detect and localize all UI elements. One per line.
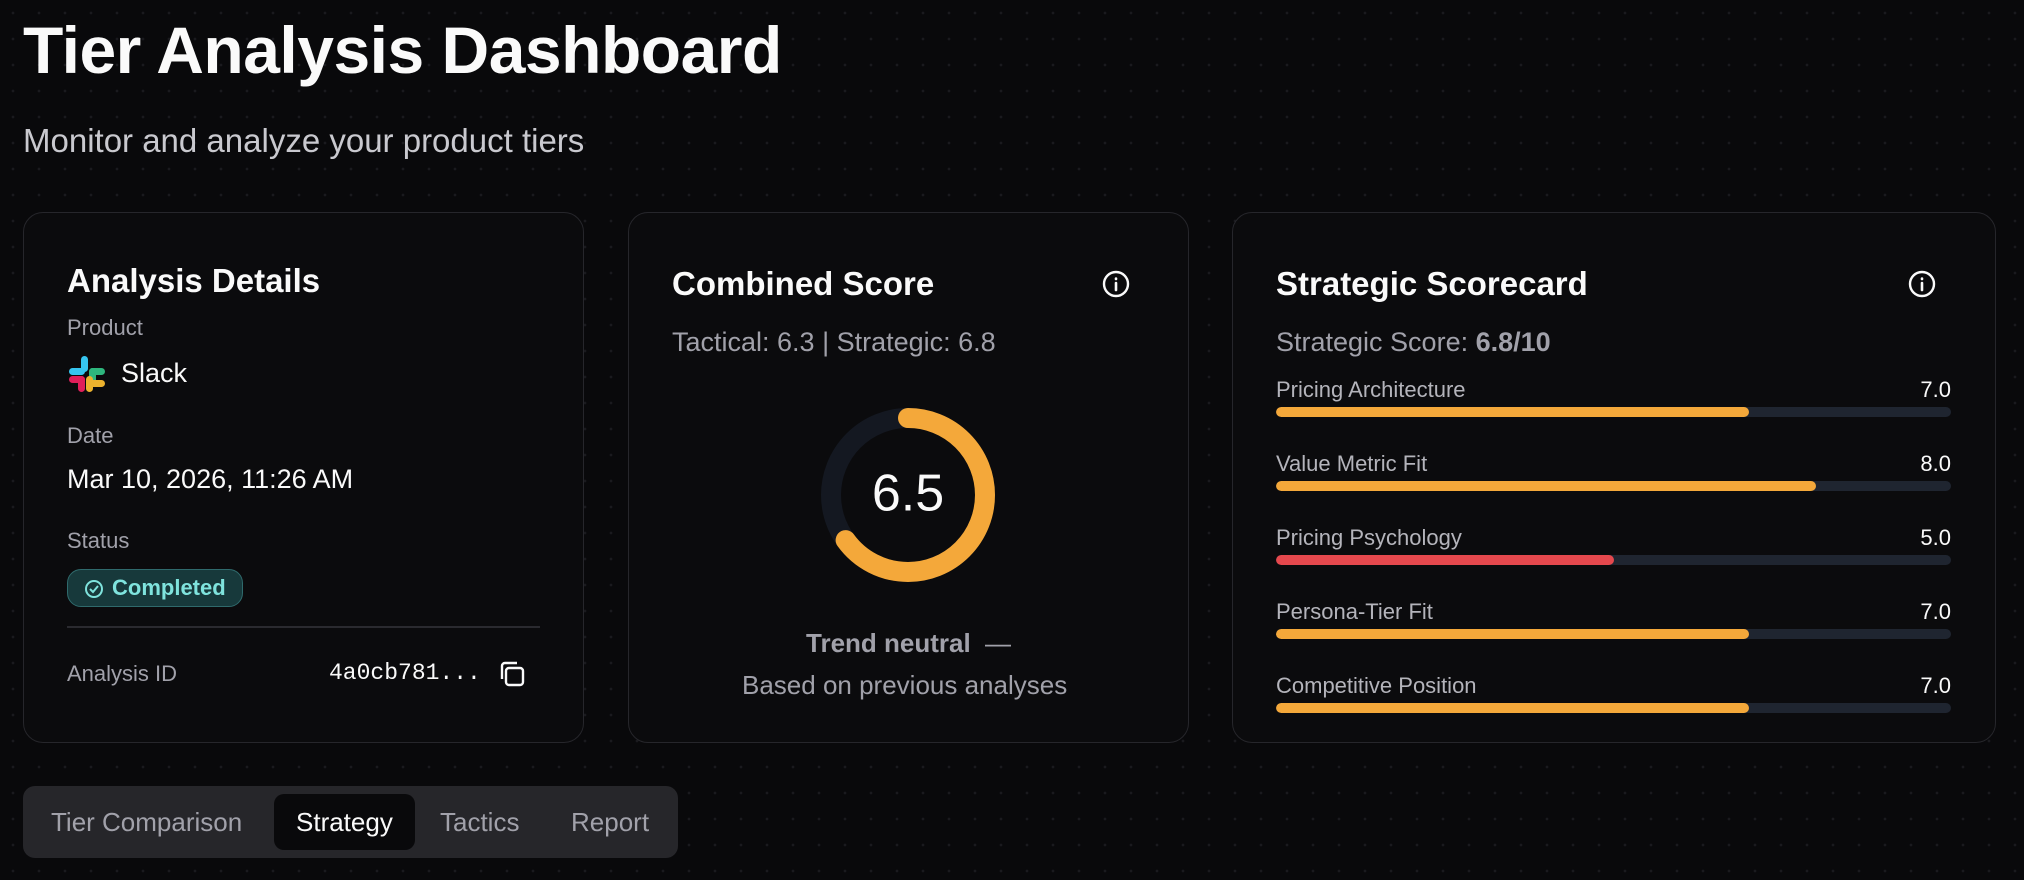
bar-track [1276, 703, 1951, 713]
item-name: Competitive Position [1276, 673, 1477, 698]
analysis-id: 4a0cb781... [329, 660, 481, 686]
info-button[interactable] [1101, 269, 1131, 299]
score-value: 6.8/10 [1475, 327, 1551, 357]
item-value: 5.0 [1920, 525, 1951, 550]
info-button[interactable] [1907, 269, 1937, 299]
status-badge: Completed [67, 569, 243, 607]
gauge-arc [821, 408, 995, 582]
tab[interactable]: Tactics [440, 807, 520, 837]
item-name: Pricing Psychology [1276, 525, 1462, 550]
bar [1276, 407, 1749, 417]
tab[interactable]: Report [571, 807, 650, 837]
label: Status [67, 528, 130, 553]
card-title: Strategic Scorecard [1276, 265, 1588, 302]
strategic-score: Strategic Score: 6.8/10 [1276, 327, 1551, 358]
bar-track [1276, 407, 1951, 417]
score-gauge: 6.5 [821, 408, 995, 582]
page-subtitle: Monitor and analyze your product tiers [23, 122, 585, 159]
scorecard-card [1232, 212, 1996, 743]
label: Product [67, 315, 143, 340]
label: Analysis ID [67, 661, 178, 686]
trend-icon: — [985, 628, 1011, 658]
tab[interactable]: Strategy [274, 794, 415, 850]
card-title: Combined Score [672, 265, 935, 302]
tab[interactable]: Tier Comparison [51, 807, 243, 837]
combined-card [628, 212, 1189, 743]
bar [1276, 629, 1749, 639]
check-icon [85, 580, 103, 598]
tab-bar: Tier Comparison Strategy Tactics Report [23, 786, 678, 858]
item-value: 8.0 [1920, 451, 1951, 476]
item-value: 7.0 [1920, 673, 1951, 698]
page-title: Tier Analysis Dashboard [23, 13, 782, 87]
product-logo [69, 356, 105, 392]
bar [1276, 481, 1816, 491]
trend: Trend neutral [806, 628, 971, 658]
item-name: Pricing Architecture [1276, 377, 1466, 402]
trend-note: Based on previous analyses [742, 670, 1068, 700]
date: Mar 10, 2026, 11:26 AM [67, 464, 354, 494]
item-value: 7.0 [1920, 599, 1951, 624]
label: Date [67, 423, 114, 448]
card-title: Analysis Details [67, 262, 321, 299]
product-name: Slack [121, 358, 188, 388]
item-value: 7.0 [1920, 377, 1951, 402]
bar-track [1276, 481, 1951, 491]
score-label: Strategic Score: [1276, 327, 1469, 357]
item-name: Persona-Tier Fit [1276, 599, 1433, 624]
copy-button[interactable] [497, 659, 527, 689]
details-card [23, 212, 584, 743]
status-text: Completed [112, 575, 226, 600]
bar [1276, 703, 1749, 713]
divider [67, 626, 540, 628]
bar-track [1276, 629, 1951, 639]
score-breakdown: Tactical: 6.3 | Strategic: 6.8 [672, 327, 996, 357]
bar-track [1276, 555, 1951, 565]
item-name: Value Metric Fit [1276, 451, 1428, 476]
bar [1276, 555, 1614, 565]
gauge-value: 6.5 [872, 465, 944, 523]
